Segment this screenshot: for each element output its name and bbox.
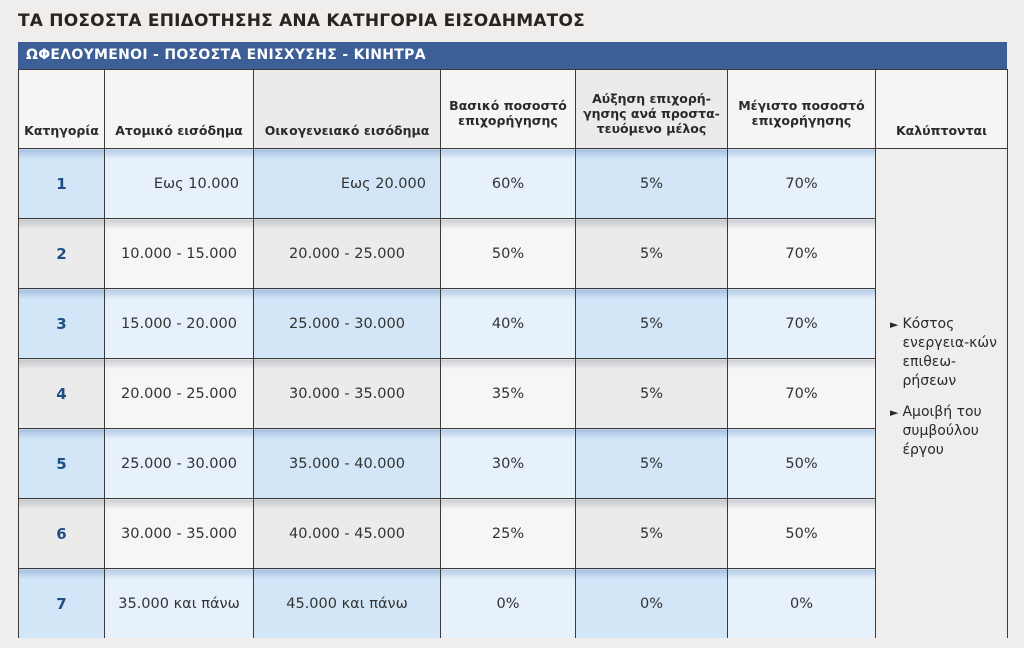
table-row: 3 15.000 - 20.000 25.000 - 30.000 40% 5%… <box>18 288 1008 359</box>
cell-category: 4 <box>18 358 105 429</box>
table-row: 2 10.000 - 15.000 20.000 - 25.000 50% 5%… <box>18 218 1008 289</box>
cell-increase: 5% <box>575 358 728 429</box>
table-banner: ΩΦΕΛΟΥΜΕΝΟΙ - ΠΟΣΟΣΤΑ ΕΝΙΣΧΥΣΗΣ - ΚΙΝΗΤΡ… <box>18 42 1007 69</box>
cell-family: 30.000 - 35.000 <box>253 358 441 429</box>
cell-base: 35% <box>440 358 576 429</box>
table-row: 6 30.000 - 35.000 40.000 - 45.000 25% 5%… <box>18 498 1008 569</box>
cell-increase: 5% <box>575 428 728 499</box>
cell-max: 50% <box>727 428 876 499</box>
cell-individual: 30.000 - 35.000 <box>104 498 254 569</box>
cell-family: 35.000 - 40.000 <box>253 428 441 499</box>
covered-item: ► Κόστος ενεργεια-κών επιθεω-ρήσεων <box>890 316 997 389</box>
cell-max: 0% <box>727 568 876 638</box>
cell-individual: 35.000 και πάνω <box>104 568 254 638</box>
covered-item: ► Αμοιβή του συμβούλου έργου <box>890 404 982 458</box>
header-base-rate: Βασικό ποσοστό επιχορήγησης <box>440 69 576 149</box>
table-row: 4 20.000 - 25.000 30.000 - 35.000 35% 5%… <box>18 358 1008 429</box>
cell-base: 50% <box>440 218 576 289</box>
cell-individual: 10.000 - 15.000 <box>104 218 254 289</box>
header-increase-per-member: Αύξηση επιχορή-γησης ανά προστα-τευόμενο… <box>575 69 728 149</box>
cell-family: 25.000 - 30.000 <box>253 288 441 359</box>
cell-category: 6 <box>18 498 105 569</box>
header-category: Κατηγορία <box>18 69 105 149</box>
header-max-rate: Μέγιστο ποσοστό επιχορήγησης <box>727 69 876 149</box>
cell-base: 25% <box>440 498 576 569</box>
cell-max: 70% <box>727 218 876 289</box>
cell-max: 50% <box>727 498 876 569</box>
cell-category: 2 <box>18 218 105 289</box>
cell-max: 70% <box>727 288 876 359</box>
triangle-right-icon: ► <box>890 406 899 419</box>
cell-increase: 0% <box>575 568 728 638</box>
cell-category: 3 <box>18 288 105 359</box>
cell-individual: 20.000 - 25.000 <box>104 358 254 429</box>
cell-base: 40% <box>440 288 576 359</box>
cell-category: 1 <box>18 148 105 219</box>
cell-base: 60% <box>440 148 576 219</box>
cell-increase: 5% <box>575 288 728 359</box>
header-covered: Καλύπτονται <box>875 69 1008 149</box>
page-title: ΤΑ ΠΟΣΟΣΤΑ ΕΠΙΔΟΤΗΣΗΣ ΑΝΑ ΚΑΤΗΓΟΡΙΑ ΕΙΣΟ… <box>18 11 585 31</box>
cell-family: 45.000 και πάνω <box>253 568 441 638</box>
cell-family: 20.000 - 25.000 <box>253 218 441 289</box>
triangle-right-icon: ► <box>890 318 899 331</box>
covered-cell: ► Κόστος ενεργεια-κών επιθεω-ρήσεων ► Αμ… <box>875 148 1008 638</box>
cell-max: 70% <box>727 358 876 429</box>
cell-family: 40.000 - 45.000 <box>253 498 441 569</box>
subsidy-table: Κατηγορία Ατομικό εισόδημα Οικογενειακό … <box>18 69 1008 638</box>
cell-base: 30% <box>440 428 576 499</box>
table-row: 7 35.000 και πάνω 45.000 και πάνω 0% 0% … <box>18 568 1008 638</box>
header-family-income: Οικογενειακό εισόδημα <box>253 69 441 149</box>
table-row: 1 Εως 10.000 Εως 20.000 60% 5% 70% ► Κόσ… <box>18 148 1008 638</box>
table-row: 5 25.000 - 30.000 35.000 - 40.000 30% 5%… <box>18 428 1008 499</box>
cell-increase: 5% <box>575 148 728 219</box>
cell-max: 70% <box>727 148 876 219</box>
cell-increase: 5% <box>575 498 728 569</box>
cell-base: 0% <box>440 568 576 638</box>
cell-individual: Εως 10.000 <box>104 148 254 219</box>
header-individual-income: Ατομικό εισόδημα <box>104 69 254 149</box>
cell-increase: 5% <box>575 218 728 289</box>
cell-individual: 15.000 - 20.000 <box>104 288 254 359</box>
header-row: Κατηγορία Ατομικό εισόδημα Οικογενειακό … <box>18 69 1008 149</box>
cell-category: 5 <box>18 428 105 499</box>
cell-individual: 25.000 - 30.000 <box>104 428 254 499</box>
cell-family: Εως 20.000 <box>253 148 441 219</box>
cell-category: 7 <box>18 568 105 638</box>
